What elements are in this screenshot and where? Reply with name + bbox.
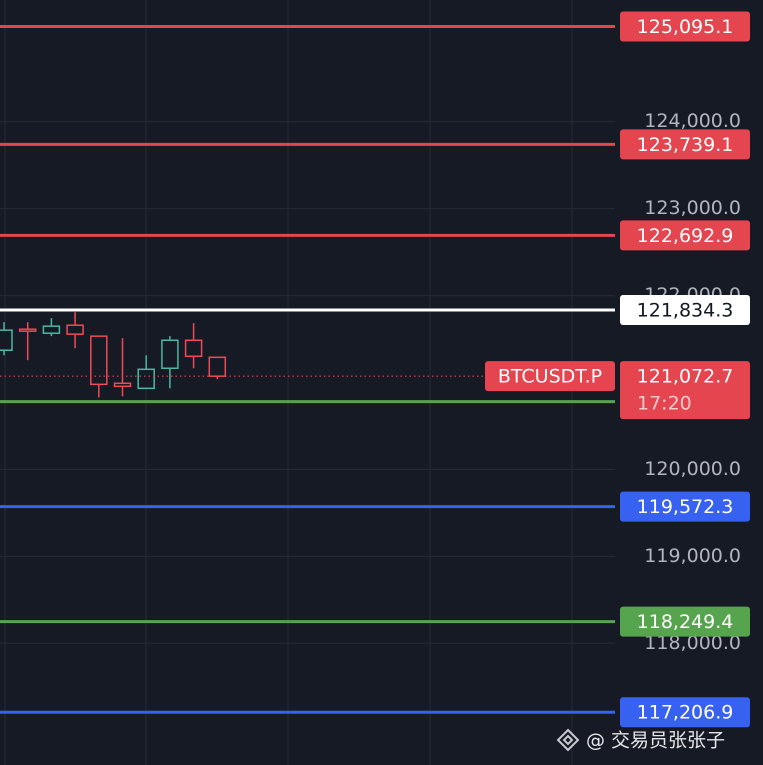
candle-body [208, 356, 227, 377]
y-tick-label: 124,000.0 [644, 110, 741, 132]
candle-body [0, 329, 13, 351]
level-label: 118,249.4 [637, 611, 734, 633]
candle-body [161, 339, 179, 369]
y-tick-label: 118,000.0 [644, 632, 741, 654]
symbol-tag-box [485, 361, 615, 392]
candles-layer [0, 312, 227, 398]
level-label: 117,206.9 [637, 702, 734, 724]
last-price-label: 121,072.7 [637, 366, 734, 388]
grid-layer: 124,000.0123,000.0122,000.0120,000.0119,… [0, 110, 741, 654]
candle-body [42, 325, 61, 334]
levels-layer: 125,095.1 123,739.1 122,692.9 121,834.3 120,… [0, 11, 750, 728]
watermark: @ 交易员张张子 [556, 728, 725, 752]
level-label: 123,739.1 [637, 134, 734, 156]
candle-body [66, 324, 84, 335]
level-label: 119,572.3 [637, 496, 734, 518]
y-tick-label: 119,000.0 [644, 545, 741, 567]
level-label-box [620, 11, 750, 42]
candle-body [113, 382, 132, 388]
watermark-text: @ 交易员张张子 [586, 730, 725, 752]
y-tick-label: 123,000.0 [644, 197, 741, 219]
candle-body [90, 335, 108, 386]
last-price-box [620, 361, 750, 420]
level-label-box [620, 294, 750, 325]
level-label-box [620, 697, 750, 728]
watermark-icon [556, 728, 580, 752]
level-label-box [620, 491, 750, 522]
candle-body [137, 368, 155, 390]
symbol-tag: BTCUSDT.P [498, 366, 602, 388]
countdown: 17:20 [637, 393, 692, 415]
level-label: 122,692.9 [637, 225, 734, 247]
candle-body [184, 339, 203, 357]
level-label-box [620, 129, 750, 160]
level-label: 125,095.1 [637, 16, 734, 38]
level-label: 121,834.3 [637, 299, 734, 321]
level-label-box [620, 220, 750, 251]
y-tick-label: 120,000.0 [644, 458, 741, 480]
candle-body [18, 328, 37, 332]
level-label-box [620, 606, 750, 637]
